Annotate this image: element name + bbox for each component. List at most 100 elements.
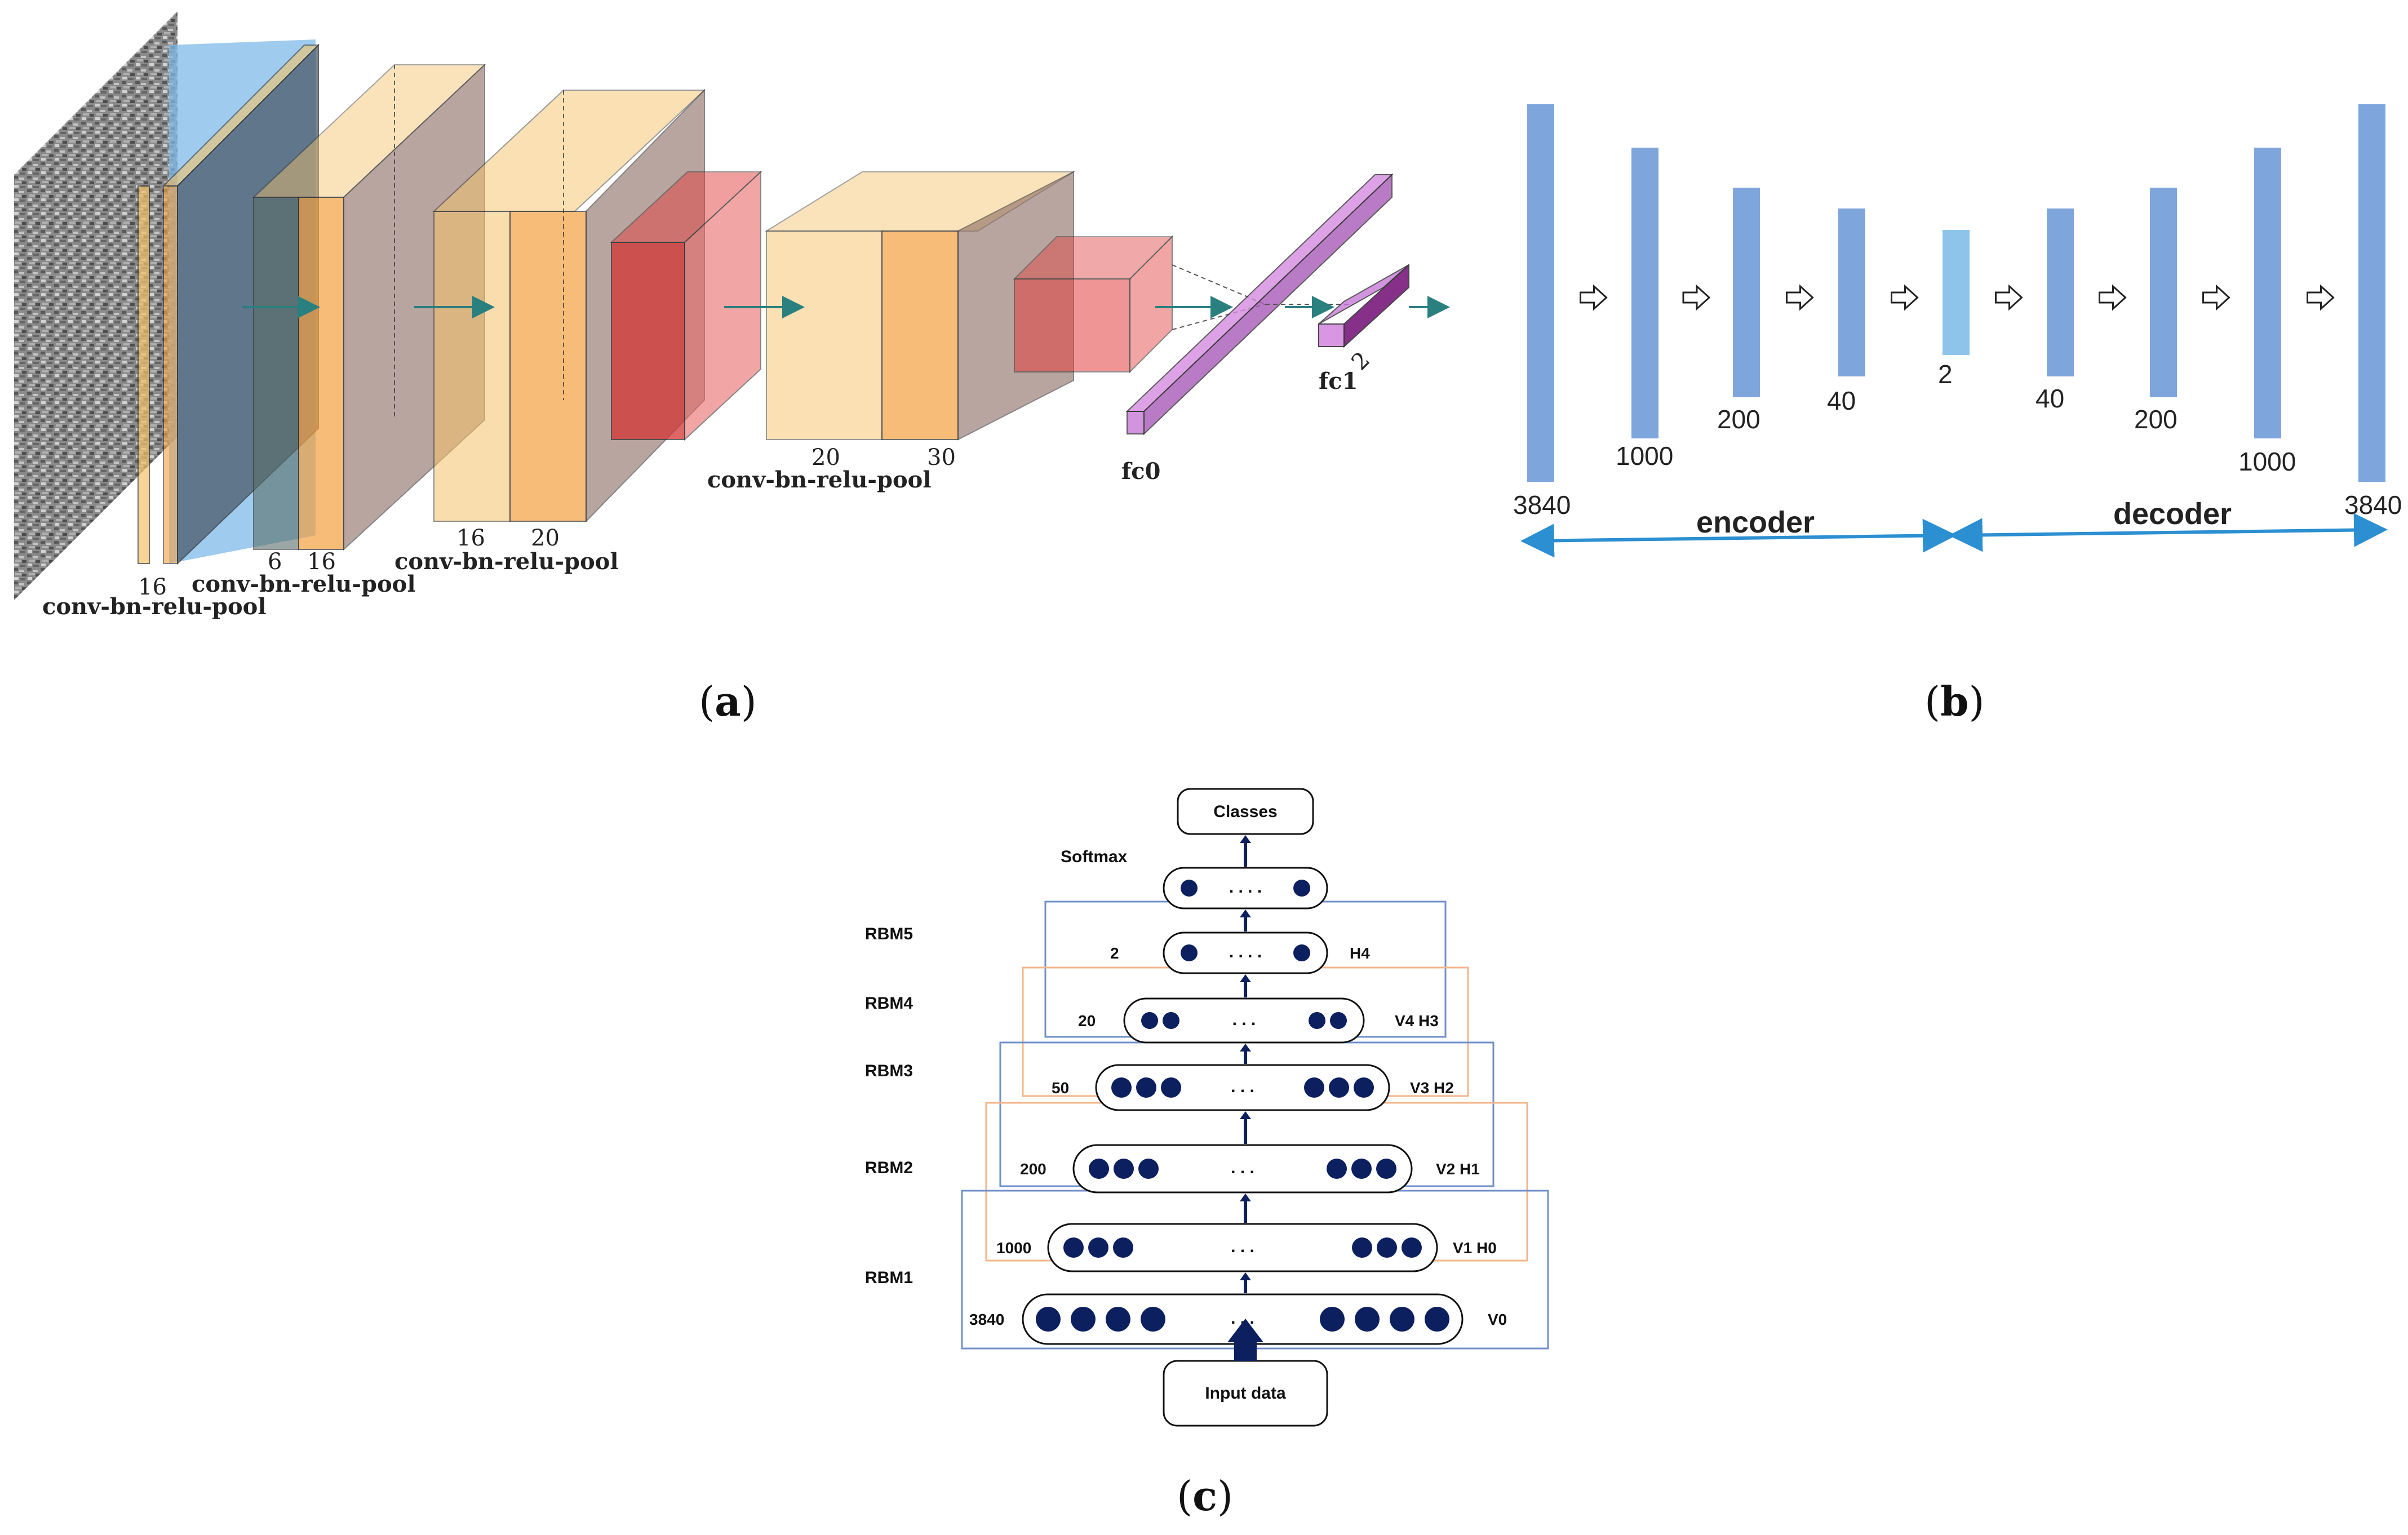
dbn-arrow-head-l5 (1240, 1272, 1251, 1280)
ae-layer-bar-6 (2150, 188, 2177, 397)
dbn-layer-size-4: 1000 (996, 1239, 1031, 1257)
dbn-node-l5-left-2 (1106, 1307, 1130, 1332)
ae-layer-bar-7 (2254, 148, 2281, 438)
dbn-arrow-head-l2 (1240, 1044, 1251, 1052)
dbn-node-l2-left-0 (1111, 1077, 1132, 1098)
dbn-node-l5-left-3 (1141, 1307, 1165, 1332)
ae-layer-size-6: 200 (2134, 405, 2178, 434)
block2-label: conv-bn-relu-pool (192, 571, 416, 597)
ae-layer-bar-0 (1527, 104, 1554, 482)
ae-layer-size-5: 40 (2036, 384, 2064, 413)
dbn-node-l5-right-0 (1425, 1307, 1449, 1332)
dbn-node-l4-right-0 (1402, 1237, 1422, 1258)
fc1-label: fc1 (1319, 368, 1358, 394)
input-arrow (1227, 1319, 1263, 1361)
ae-step-arrow-0 (1580, 284, 1608, 311)
dbn-arrow-head-l3 (1240, 1111, 1251, 1119)
dbn-node-l1-right-0 (1330, 1012, 1347, 1029)
ae-step-arrow-2 (1786, 284, 1814, 311)
dbn-node-l2-right-1 (1329, 1077, 1349, 1098)
dbn-arrow-head-l4 (1240, 1194, 1251, 1201)
dbn-arrows (1240, 835, 1251, 1293)
ae-layer-bar-8 (2358, 104, 2385, 482)
caption-b: (b) (1924, 677, 1985, 725)
dbn-node-l4-left-1 (1088, 1237, 1108, 1258)
panel-a-cnn: 16 conv-bn-relu-pool 6 16 conv-bn-relu-p… (14, 11, 1450, 725)
ae-layer-size-8: 3840 (2344, 490, 2402, 520)
ae-layer-bar-4 (1943, 230, 1970, 355)
dbn-node-l3-left-0 (1089, 1159, 1109, 1179)
dbn-layer-tag-0: H4 (1350, 944, 1370, 962)
fc0-label: fc0 (1121, 458, 1160, 485)
dbn-layer-tag-2: V3 H2 (1410, 1079, 1454, 1097)
dbn-ellipsis-l3: . . . (1231, 1159, 1254, 1177)
dbn-layer-box-l1 (1123, 997, 1365, 1044)
dbn-layer-box-l2 (1095, 1064, 1390, 1111)
panel-b-autoencoder: 3840 1000 200 40 2 40 200 1000 3840 encoder deco… (1513, 104, 2402, 725)
dbn-node-l5-right-2 (1355, 1307, 1380, 1332)
dbn-node-l5-left-0 (1036, 1307, 1061, 1332)
dbn-layer-box-l3 (1072, 1144, 1413, 1194)
dbn-node-l5-right-3 (1320, 1307, 1345, 1332)
dbn-layer-box-l0 (1163, 931, 1328, 974)
dbn-node-l0-left-0 (1181, 944, 1198, 961)
dbn-ellipsis-l1: . . . (1232, 1010, 1256, 1029)
pool-block-1 (610, 170, 762, 441)
dbn-layer-box-l4 (1047, 1223, 1438, 1272)
cnn-block-4 (764, 171, 1076, 441)
dbn-ellipsis-l0: . . . . (1229, 943, 1262, 961)
dbn-node-l4-left-2 (1113, 1237, 1133, 1258)
dbn-ellipsis-l4: . . . (1231, 1237, 1254, 1256)
ae-step-arrow-5 (2099, 284, 2127, 311)
dbn-node-l1-left-0 (1141, 1012, 1158, 1029)
ae-step-arrows (1580, 284, 2335, 311)
rbm2-label: RBM2 (865, 1159, 913, 1177)
dbn-layer-tag-3: V2 H1 (1436, 1160, 1480, 1178)
ae-step-arrow-3 (1891, 284, 1919, 311)
input-image (14, 11, 178, 600)
ae-labels: 3840 1000 200 40 2 40 200 1000 3840 (1513, 360, 2402, 520)
dbn-node-l1-right-1 (1309, 1012, 1325, 1029)
ae-layer-size-0: 3840 (1513, 490, 1571, 520)
decoder-span-arrow (1949, 513, 2388, 552)
dbn-node-l5-right-1 (1390, 1307, 1414, 1332)
dbn-layer-tag-4: V1 H0 (1453, 1239, 1497, 1257)
caption-a: (a) (699, 677, 757, 725)
dbn-arrow-head-l1 (1240, 974, 1251, 982)
block1-label: conv-bn-relu-pool (42, 593, 267, 620)
dbn-layer-size-2: 50 (1052, 1079, 1069, 1097)
ae-step-arrow-7 (2307, 284, 2335, 311)
rbm5-label: RBM5 (865, 925, 913, 943)
block3-label: conv-bn-relu-pool (394, 548, 619, 575)
encoder-label: encoder (1696, 505, 1815, 539)
fc1-layer (1318, 263, 1409, 348)
block2-dim-a: 6 (268, 549, 282, 575)
dbn-node-l2-left-2 (1161, 1077, 1181, 1098)
rbm4-label: RBM4 (865, 994, 913, 1013)
dbn-layer-size-1: 20 (1078, 1012, 1096, 1030)
ae-layer-size-2: 200 (1717, 405, 1760, 434)
block1-dim: 16 (138, 574, 167, 600)
block2-dim-b: 16 (307, 549, 336, 575)
dbn-ellipsis-l2: . . . (1231, 1077, 1254, 1096)
dbn-arrow-head-l0 (1240, 910, 1251, 917)
dbn-layer-tag-1: V4 H3 (1395, 1012, 1439, 1030)
ae-step-arrow-4 (1995, 284, 2023, 311)
classes-label: Classes (1213, 802, 1277, 821)
dbn-node-l3-left-2 (1138, 1159, 1159, 1179)
ae-layer-bar-2 (1733, 188, 1760, 397)
ae-layer-size-1: 1000 (1616, 441, 1673, 471)
dbn-layer-box-softmax (1163, 867, 1328, 910)
classes-box (1177, 788, 1314, 835)
ae-step-arrow-6 (2202, 284, 2230, 311)
dbn-node-softmax-right-0 (1293, 880, 1310, 897)
block4-dim-a: 20 (811, 445, 840, 471)
ae-layer-size-4: 2 (1938, 360, 1953, 389)
panel-c-dbn: Classes Softmax . . . . . . . . 2 H4 . . . 20… (865, 788, 1549, 1520)
dbn-node-l2-right-2 (1304, 1077, 1324, 1098)
block4-dim-b: 30 (927, 445, 956, 471)
ae-layer-size-7: 1000 (2238, 447, 2296, 476)
dbn-node-l1-left-1 (1163, 1012, 1179, 1029)
dbn-node-l4-right-2 (1352, 1237, 1372, 1258)
